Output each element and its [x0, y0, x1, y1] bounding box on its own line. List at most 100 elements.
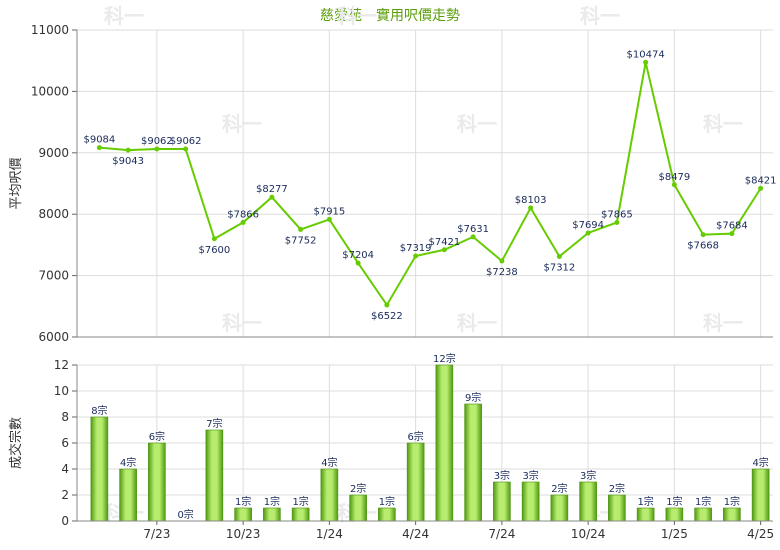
price-point	[470, 234, 476, 240]
volume-data-label: 1宗	[666, 495, 682, 508]
volume-bar	[320, 468, 339, 522]
volume-data-label: 3宗	[522, 469, 538, 482]
volume-bar	[665, 507, 684, 522]
volume-data-label: 12宗	[433, 352, 456, 365]
volume-bar	[378, 507, 396, 522]
volume-data-label: 1宗	[235, 495, 251, 508]
volume-data-label: 2宗	[551, 482, 567, 495]
watermark: 科一	[222, 311, 262, 335]
volume-bar	[550, 494, 569, 522]
price-y-tick-label: 10000	[31, 84, 69, 98]
watermark: 科一	[457, 311, 497, 335]
price-point	[528, 205, 534, 211]
price-data-label: $7684	[716, 221, 748, 232]
price-data-label: $7915	[313, 206, 345, 217]
volume-data-label: 6宗	[149, 430, 165, 443]
volume-y-tick-label: 10	[54, 384, 69, 398]
price-data-label: $10474	[627, 49, 665, 60]
price-data-label: $7865	[601, 209, 633, 220]
data-labels: 8宗 4宗 6宗 0宗 7宗 1宗 1宗 1宗 4宗 2宗 1宗 6宗 12宗 9宗 3宗 3宗 2宗 3宗 2宗 1…	[83, 49, 776, 521]
price-point	[269, 194, 275, 200]
price-point	[499, 258, 505, 264]
volume-data-label: 4宗	[752, 456, 768, 469]
x-tick-label: 7/24	[488, 527, 515, 541]
watermark: 科一	[703, 112, 743, 136]
watermark: 科一	[703, 311, 743, 335]
volume-y-tick-label: 8	[61, 410, 69, 424]
price-point	[355, 260, 361, 266]
price-data-label: $7204	[342, 250, 374, 261]
volume-data-label: 6宗	[407, 430, 423, 443]
x-tick-label: 4/25	[747, 527, 774, 541]
price-data-label: $9084	[83, 135, 115, 146]
price-data-label: $7238	[486, 267, 518, 278]
volume-bar	[435, 364, 454, 522]
volume-bars	[90, 364, 770, 522]
volume-bar	[464, 403, 482, 522]
price-data-label: $7319	[400, 243, 432, 254]
volume-bar	[119, 468, 137, 522]
price-point	[211, 236, 217, 242]
price-point	[441, 247, 447, 253]
volume-bar	[291, 507, 310, 522]
price-data-label: $7312	[543, 262, 575, 273]
volume-data-label: 1宗	[724, 495, 740, 508]
volume-data-label: 0宗	[177, 508, 193, 521]
volume-data-label: 2宗	[609, 482, 625, 495]
watermark: 科一	[104, 4, 144, 28]
volume-bar	[148, 442, 166, 522]
x-tick-label: 10/23	[226, 527, 261, 541]
price-point	[298, 226, 304, 232]
volume-bar	[205, 429, 224, 522]
price-data-label: $7694	[572, 220, 604, 231]
volume-data-label: 1宗	[379, 495, 395, 508]
volume-bar	[694, 507, 712, 522]
x-tick-label: 1/25	[661, 527, 688, 541]
price-data-label: $9062	[170, 136, 202, 147]
x-tick-label: 4/24	[402, 527, 429, 541]
volume-bar	[493, 481, 511, 522]
price-point	[154, 146, 160, 152]
volume-bar	[406, 442, 425, 522]
price-series-line	[99, 62, 762, 307]
price-point	[183, 146, 189, 152]
x-tick-label: 1/24	[316, 527, 343, 541]
watermark: 科一	[457, 112, 497, 136]
volume-data-label: 3宗	[494, 469, 510, 482]
price-data-label: $7752	[285, 235, 317, 246]
price-data-label: $7631	[457, 224, 489, 235]
price-data-label: $7421	[428, 237, 460, 248]
price-data-label: $9062	[141, 136, 173, 147]
volume-data-label: 8宗	[91, 404, 107, 417]
volume-data-label: 4宗	[321, 456, 337, 469]
x-tick-label: 7/23	[143, 527, 170, 541]
price-point	[700, 232, 706, 238]
price-point	[384, 302, 390, 308]
price-point	[758, 185, 764, 191]
price-axis-title: 平均呎價	[9, 157, 24, 209]
volume-data-label: 7宗	[206, 417, 222, 430]
price-y-tick-label: 6000	[38, 330, 69, 344]
volume-data-label: 1宗	[264, 495, 280, 508]
price-point	[413, 253, 419, 259]
volume-data-label: 1宗	[695, 495, 711, 508]
price-point	[643, 59, 649, 65]
price-data-label: $7600	[198, 245, 230, 256]
price-y-tick-label: 9000	[38, 146, 69, 160]
chart-title: 慈愛苑 - 實用呎價走勢	[320, 7, 460, 24]
price-data-label: $8421	[745, 175, 777, 186]
volume-data-label: 9宗	[465, 391, 481, 404]
axes: 6000 7000 8000 9000 10000 11000 0 2 4 6 8 10 12 平均呎價成…	[8, 23, 774, 541]
price-y-tick-label: 11000	[31, 23, 69, 37]
watermark: 科一	[580, 4, 620, 28]
volume-bar	[349, 494, 367, 522]
price-point	[729, 231, 735, 237]
price-point	[556, 253, 562, 259]
volume-data-label: 3宗	[580, 469, 596, 482]
price-line	[96, 59, 764, 308]
volume-y-tick-label: 0	[61, 514, 69, 528]
price-point	[96, 145, 102, 151]
price-data-label: $8277	[256, 184, 288, 195]
volume-bar	[234, 507, 252, 522]
